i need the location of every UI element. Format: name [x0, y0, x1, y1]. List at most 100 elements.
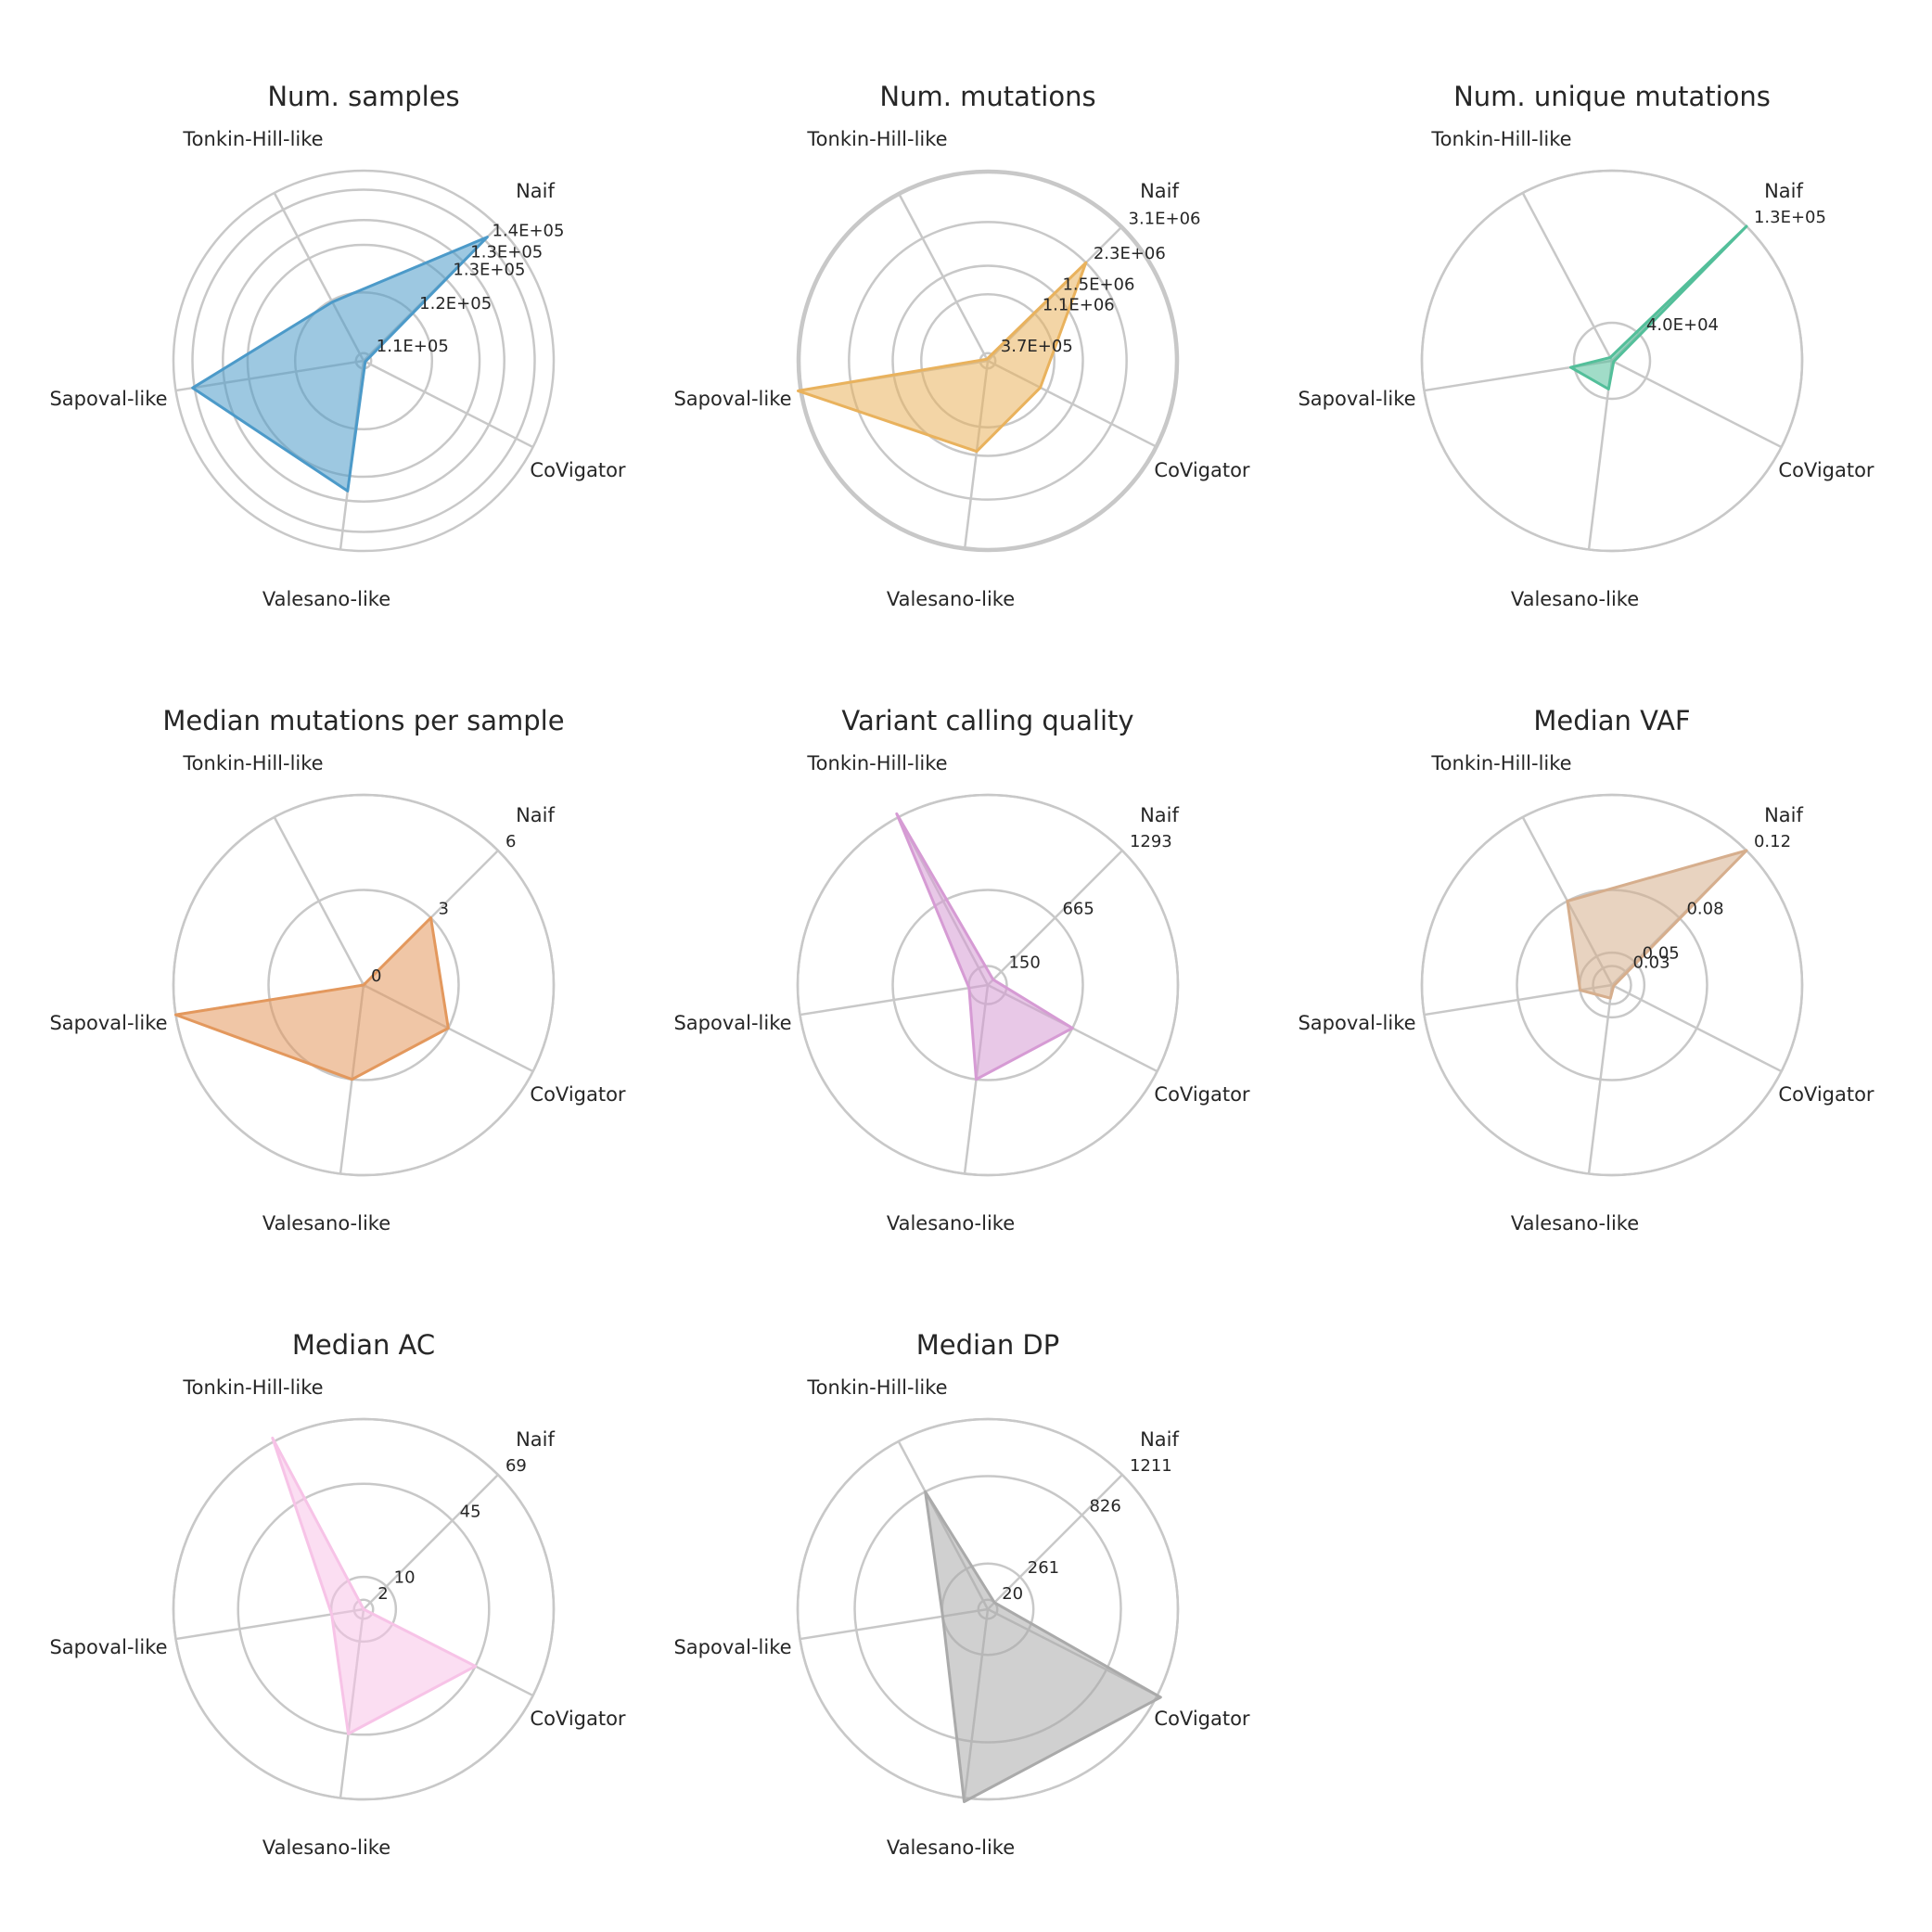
radial-tick-label: 10 — [394, 1567, 416, 1587]
radar-panel: Median AC 2 10 45 69 Naif CoVigator Valesano-li… — [49, 1329, 625, 1859]
grid-ring — [267, 889, 460, 1081]
radial-tick-label: 1.2E+05 — [419, 294, 492, 313]
axis-spoke — [1521, 192, 1614, 362]
axis-label-tonkin-hill-like: Tonkin-Hill-like — [806, 752, 947, 774]
outer-ring — [796, 1417, 1180, 1801]
axis-spoke — [987, 850, 1123, 986]
axis-label-sapoval-like: Sapoval-like — [49, 388, 167, 410]
axis-label-naif: Naif — [516, 180, 555, 202]
axis-label-valesano-like: Valesano-like — [887, 1836, 1015, 1859]
axis-spoke — [1587, 360, 1614, 550]
axis-label-sapoval-like: Sapoval-like — [1298, 1012, 1415, 1034]
radial-tick-label: 826 — [1089, 1497, 1120, 1516]
radial-tick-label: 3 — [438, 900, 448, 919]
axis-label-valesano-like: Valesano-like — [1511, 588, 1639, 610]
axis-label-tonkin-hill-like: Tonkin-Hill-like — [806, 128, 947, 150]
axis-label-covigator: CoVigator — [530, 1083, 626, 1106]
radial-tick-label: 0.08 — [1686, 900, 1723, 919]
axis-label-covigator: CoVigator — [1154, 1083, 1250, 1106]
axis-label-naif: Naif — [1764, 180, 1803, 202]
grid-ring — [1572, 321, 1652, 401]
panel-title: Num. unique mutations — [1453, 81, 1771, 112]
grid-ring — [891, 889, 1084, 1081]
panel-title: Median VAF — [1533, 705, 1690, 736]
axis-label-covigator: CoVigator — [1778, 1083, 1874, 1106]
radial-tick-label: 3.7E+05 — [1001, 337, 1073, 356]
axis-spoke — [800, 983, 989, 1017]
grid-ring — [798, 171, 1178, 551]
radial-tick-label: 0.12 — [1754, 832, 1791, 851]
radial-tick-label: 1.3E+05 — [453, 261, 525, 280]
outer-ring — [1420, 793, 1804, 1177]
axis-label-sapoval-like: Sapoval-like — [49, 1636, 167, 1658]
axis-label-sapoval-like: Sapoval-like — [673, 1636, 791, 1658]
axis-label-naif: Naif — [516, 804, 555, 826]
axis-label-valesano-like: Valesano-like — [262, 1212, 390, 1235]
axis-spoke — [987, 1474, 1123, 1610]
radial-tick-label: 1.3E+05 — [470, 243, 543, 262]
series-area — [271, 1436, 478, 1735]
radial-tick-label: 0.03 — [1632, 953, 1670, 973]
axis-label-tonkin-hill-like: Tonkin-Hill-like — [1430, 752, 1571, 774]
axis-label-sapoval-like: Sapoval-like — [1298, 388, 1415, 410]
radar-panel: Median VAF 0.030.05 0.08 0.12 Naif CoVigator V… — [1298, 705, 1874, 1235]
panel-title: Median mutations per sample — [162, 705, 564, 736]
axis-spoke — [363, 359, 534, 449]
radar-panel: Num. mutations 3.7E+05 1.1E+061.5E+06 2.3E+… — [673, 81, 1249, 610]
radial-tick-label: 1.1E+06 — [1043, 295, 1115, 314]
series-area — [1566, 849, 1748, 1000]
grid-ring — [891, 264, 1084, 457]
axis-label-valesano-like: Valesano-like — [262, 588, 390, 610]
panel-title: Num. mutations — [879, 81, 1095, 112]
outer-ring — [1420, 169, 1804, 553]
radial-tick-label: 0 — [371, 966, 381, 986]
series-area — [1569, 224, 1748, 390]
axis-spoke — [363, 1474, 499, 1610]
grid-ring — [191, 188, 536, 533]
panel-title: Median AC — [292, 1329, 435, 1361]
radial-tick-label: 6 — [505, 832, 516, 851]
outer-ring — [796, 793, 1180, 1177]
outer-ring — [172, 793, 556, 1177]
outer-ring — [172, 1417, 556, 1801]
axis-label-tonkin-hill-like: Tonkin-Hill-like — [806, 1376, 947, 1399]
axis-label-covigator: CoVigator — [1778, 459, 1874, 481]
radial-tick-label: 69 — [505, 1456, 527, 1476]
radar-panel: Num. unique mutations 4.0E+04 1.3E+05 Naif C… — [1298, 81, 1874, 610]
axis-label-naif: Naif — [1140, 1428, 1179, 1451]
axis-label-covigator: CoVigator — [530, 1708, 626, 1730]
axis-label-valesano-like: Valesano-like — [1511, 1212, 1639, 1235]
axis-label-sapoval-like: Sapoval-like — [673, 388, 791, 410]
axis-label-tonkin-hill-like: Tonkin-Hill-like — [182, 128, 323, 150]
axis-label-tonkin-hill-like: Tonkin-Hill-like — [182, 1376, 323, 1399]
axis-label-covigator: CoVigator — [1154, 459, 1250, 481]
axis-label-covigator: CoVigator — [1154, 1708, 1250, 1730]
radial-tick-label: 2.3E+06 — [1094, 244, 1166, 263]
radial-tick-label: 3.1E+06 — [1129, 209, 1201, 228]
outer-ring — [796, 169, 1180, 553]
radial-tick-label: 1.5E+06 — [1062, 275, 1134, 295]
axis-label-tonkin-hill-like: Tonkin-Hill-like — [1430, 128, 1571, 150]
radial-tick-label: 45 — [460, 1502, 481, 1521]
axis-label-covigator: CoVigator — [530, 459, 626, 481]
axis-label-sapoval-like: Sapoval-like — [673, 1012, 791, 1034]
axis-label-naif: Naif — [1140, 804, 1179, 826]
axis-label-tonkin-hill-like: Tonkin-Hill-like — [182, 752, 323, 774]
radial-tick-label: 1211 — [1130, 1456, 1172, 1476]
outer-ring — [172, 169, 556, 553]
radial-tick-label: 261 — [1028, 1558, 1059, 1578]
series-area — [174, 916, 450, 1081]
axis-label-naif: Naif — [1140, 180, 1179, 202]
axis-label-naif: Naif — [516, 1428, 555, 1451]
panel-title: Median DP — [916, 1329, 1060, 1361]
axis-spoke — [897, 192, 990, 362]
axis-label-valesano-like: Valesano-like — [262, 1836, 390, 1859]
axis-spoke — [1611, 359, 1783, 449]
radial-tick-label: 665 — [1062, 900, 1094, 919]
series-area — [924, 1490, 1162, 1803]
grid-ring — [237, 1482, 491, 1736]
panel-title: Variant calling quality — [841, 705, 1133, 736]
